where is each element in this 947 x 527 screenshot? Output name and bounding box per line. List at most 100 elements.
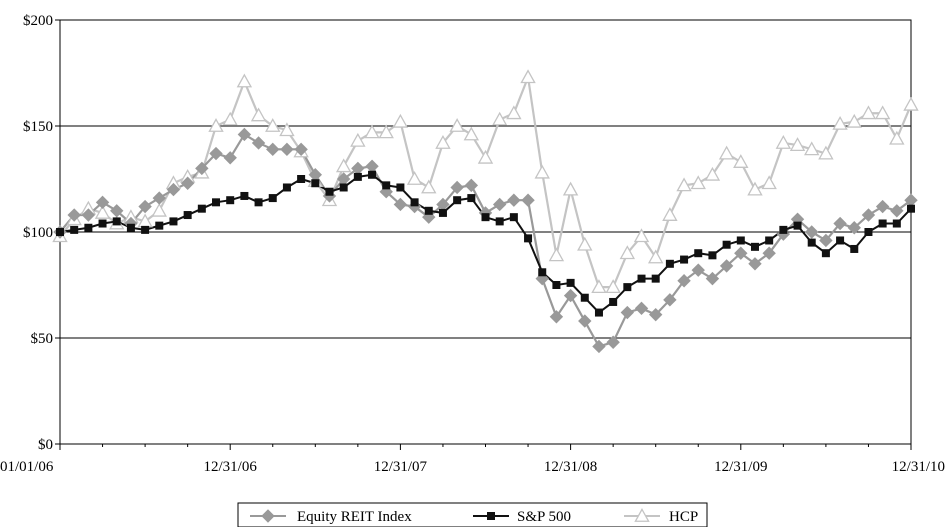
data-point xyxy=(793,221,802,230)
data-point xyxy=(552,281,561,289)
data-point xyxy=(294,142,308,157)
data-point xyxy=(311,179,320,188)
data-point xyxy=(634,301,649,316)
data-point xyxy=(605,279,621,294)
data-point xyxy=(847,221,861,235)
data-point xyxy=(651,274,660,283)
data-point xyxy=(212,198,221,207)
data-point xyxy=(112,217,121,226)
data-point xyxy=(704,166,721,181)
data-point xyxy=(708,251,717,260)
data-point xyxy=(392,113,409,128)
data-point xyxy=(903,96,919,111)
data-point xyxy=(648,307,663,322)
data-point xyxy=(690,175,706,190)
data-point xyxy=(507,193,521,207)
data-point xyxy=(98,219,107,228)
data-point xyxy=(492,197,507,212)
x-tick-label: 12/31/10 xyxy=(892,459,945,475)
data-point xyxy=(481,213,490,222)
data-point xyxy=(364,124,380,139)
data-point xyxy=(534,164,550,179)
data-point xyxy=(807,238,816,247)
data-point xyxy=(222,111,238,126)
data-point xyxy=(907,204,915,213)
data-point xyxy=(846,113,862,128)
y-tick-label: $100 xyxy=(23,225,53,241)
y-tick-label: $150 xyxy=(23,119,53,135)
data-point xyxy=(183,211,192,220)
data-point xyxy=(467,194,476,203)
data-point xyxy=(368,170,377,179)
data-point xyxy=(789,137,806,152)
data-point xyxy=(520,69,536,84)
data-point xyxy=(694,249,703,258)
data-point xyxy=(223,151,237,165)
x-tick-label: 12/31/09 xyxy=(714,459,767,475)
data-point xyxy=(850,244,859,253)
data-point xyxy=(350,132,366,147)
data-point xyxy=(647,249,664,264)
data-point xyxy=(718,145,735,160)
data-point xyxy=(878,219,887,228)
data-point xyxy=(81,208,96,222)
data-point xyxy=(152,191,166,205)
data-point xyxy=(335,158,352,173)
series-s-p-500 xyxy=(56,170,915,317)
data-point xyxy=(251,136,266,150)
data-point xyxy=(521,193,535,207)
data-point xyxy=(619,245,636,260)
data-point xyxy=(226,196,235,205)
x-tick-label: 12/31/06 xyxy=(204,459,258,475)
series-markers xyxy=(52,69,919,354)
data-point xyxy=(110,204,124,218)
data-point xyxy=(889,130,905,145)
data-point xyxy=(833,216,847,231)
data-point xyxy=(562,181,579,196)
data-point xyxy=(524,234,533,243)
y-tick-label: $0 xyxy=(38,437,53,453)
data-point xyxy=(126,223,135,232)
data-point xyxy=(860,105,877,120)
data-point xyxy=(282,183,291,192)
data-point xyxy=(719,259,734,273)
series-line xyxy=(59,173,912,314)
data-point xyxy=(662,207,678,221)
data-point xyxy=(396,183,405,192)
data-point xyxy=(892,219,901,228)
data-point xyxy=(197,204,206,213)
data-point xyxy=(279,122,295,137)
data-point xyxy=(818,145,834,160)
data-point xyxy=(836,236,845,245)
data-point xyxy=(382,181,391,190)
data-point xyxy=(633,228,650,243)
data-point xyxy=(663,293,677,307)
data-point xyxy=(477,149,494,164)
legend: Equity REIT Index S&P 500 HCP xyxy=(237,502,708,527)
data-point xyxy=(95,195,110,210)
data-point xyxy=(421,179,437,194)
data-point xyxy=(861,208,876,222)
data-point xyxy=(762,246,776,260)
data-point xyxy=(453,196,462,205)
data-point xyxy=(875,199,890,214)
legend-item: HCP xyxy=(624,508,698,525)
data-point xyxy=(56,228,64,236)
data-point xyxy=(209,146,223,161)
data-point xyxy=(832,115,848,130)
data-point xyxy=(538,268,547,277)
data-point xyxy=(464,178,479,193)
data-point xyxy=(874,105,891,120)
data-point xyxy=(240,191,249,200)
data-point xyxy=(268,194,277,203)
data-point xyxy=(748,257,762,271)
data-point xyxy=(406,171,423,185)
data-point xyxy=(353,172,362,181)
data-point xyxy=(84,223,93,232)
x-tick-label: 12/31/07 xyxy=(374,459,428,475)
data-point xyxy=(410,198,419,207)
data-point xyxy=(325,187,334,196)
data-point xyxy=(237,127,252,142)
data-point xyxy=(775,135,792,149)
